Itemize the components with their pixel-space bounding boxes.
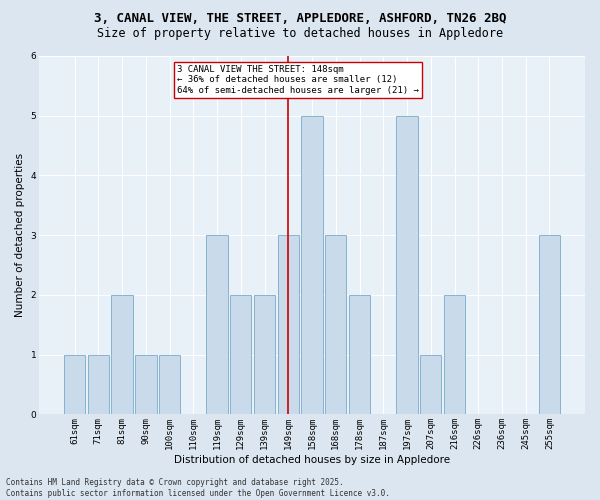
Y-axis label: Number of detached properties: Number of detached properties — [15, 153, 25, 318]
Bar — [301, 116, 323, 414]
Bar — [230, 295, 251, 414]
X-axis label: Distribution of detached houses by size in Appledore: Distribution of detached houses by size … — [174, 455, 450, 465]
Text: Size of property relative to detached houses in Appledore: Size of property relative to detached ho… — [97, 28, 503, 40]
Bar — [254, 295, 275, 414]
Text: Contains HM Land Registry data © Crown copyright and database right 2025.
Contai: Contains HM Land Registry data © Crown c… — [6, 478, 390, 498]
Bar — [349, 295, 370, 414]
Text: 3 CANAL VIEW THE STREET: 148sqm
← 36% of detached houses are smaller (12)
64% of: 3 CANAL VIEW THE STREET: 148sqm ← 36% of… — [176, 65, 419, 95]
Bar — [159, 354, 180, 414]
Bar — [397, 116, 418, 414]
Bar — [64, 354, 85, 414]
Bar — [444, 295, 465, 414]
Bar — [135, 354, 157, 414]
Bar — [278, 235, 299, 414]
Bar — [88, 354, 109, 414]
Bar — [539, 235, 560, 414]
Bar — [206, 235, 228, 414]
Bar — [325, 235, 346, 414]
Bar — [112, 295, 133, 414]
Text: 3, CANAL VIEW, THE STREET, APPLEDORE, ASHFORD, TN26 2BQ: 3, CANAL VIEW, THE STREET, APPLEDORE, AS… — [94, 12, 506, 26]
Bar — [420, 354, 442, 414]
